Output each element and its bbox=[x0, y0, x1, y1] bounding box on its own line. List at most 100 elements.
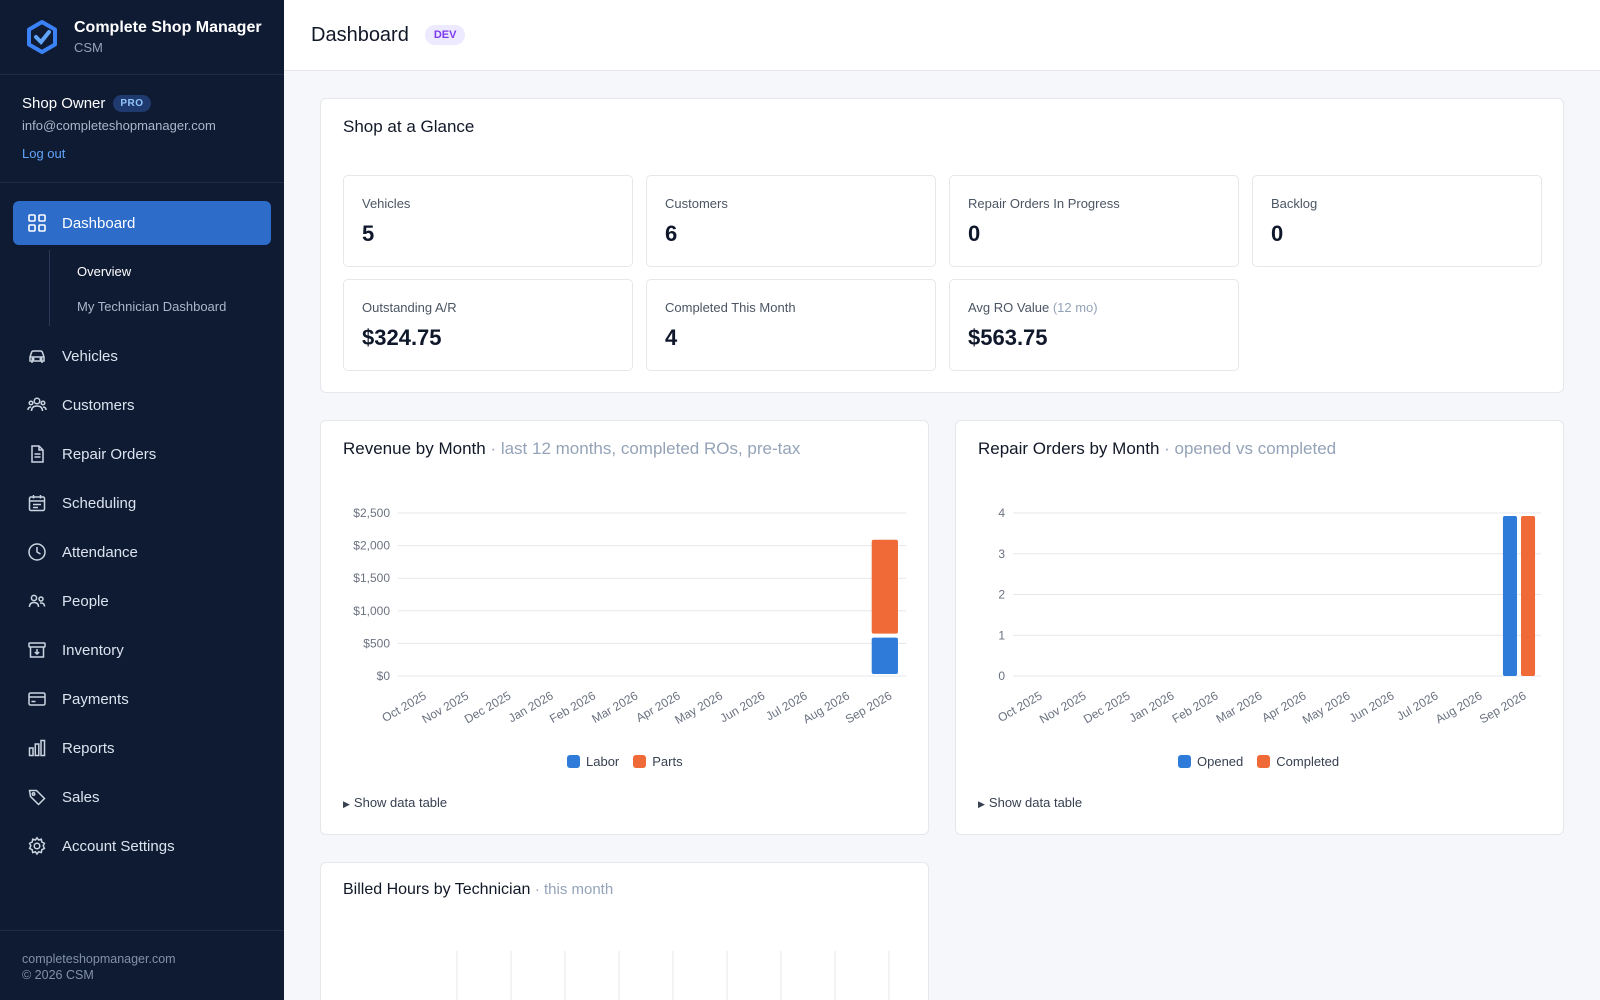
nav-label: Vehicles bbox=[62, 347, 118, 365]
bar-labor[interactable] bbox=[871, 637, 898, 674]
y-tick-label: $500 bbox=[363, 636, 390, 650]
show-data-table-toggle[interactable]: ▶ Show data table bbox=[343, 795, 447, 810]
legend-item-completed[interactable]: Completed bbox=[1257, 754, 1339, 769]
nav-item-inventory[interactable]: Inventory bbox=[13, 628, 271, 672]
y-tick-label: $1,500 bbox=[353, 571, 390, 585]
y-tick-label: 1 bbox=[998, 628, 1005, 642]
x-tick-label: Jul 2026 bbox=[1394, 688, 1441, 723]
stat-card-completed-this-month[interactable]: Completed This Month 4 bbox=[646, 279, 936, 371]
stat-card-vehicles[interactable]: Vehicles 5 bbox=[343, 175, 633, 267]
repair-orders-legend: Opened Completed bbox=[1178, 754, 1353, 769]
logout-link[interactable]: Log out bbox=[22, 146, 66, 161]
stat-card-backlog[interactable]: Backlog 0 bbox=[1252, 175, 1542, 267]
x-tick-label: Apr 2026 bbox=[1259, 688, 1308, 725]
card-subtitle: · opened vs completed bbox=[1164, 439, 1337, 458]
document-icon bbox=[31, 445, 44, 463]
stat-card-customers[interactable]: Customers 6 bbox=[646, 175, 936, 267]
nav-item-reports[interactable]: Reports bbox=[13, 726, 271, 770]
x-tick-label: Sep 2026 bbox=[1477, 688, 1529, 726]
legend-label: Parts bbox=[652, 754, 683, 769]
stat-label: Vehicles bbox=[362, 196, 411, 211]
caret-right-icon: ▶ bbox=[343, 799, 350, 809]
nav-item-attendance[interactable]: Attendance bbox=[13, 530, 271, 574]
nav-label: Dashboard bbox=[62, 214, 136, 232]
grid-icon bbox=[28, 214, 46, 232]
x-tick-label: Dec 2025 bbox=[462, 688, 514, 726]
legend-item-opened[interactable]: Opened bbox=[1178, 754, 1243, 769]
x-tick-label: Oct 2025 bbox=[995, 688, 1044, 725]
nav-label: Attendance bbox=[62, 543, 138, 561]
x-tick-label: May 2026 bbox=[1300, 688, 1353, 727]
legend-item-parts[interactable]: Parts bbox=[633, 754, 683, 769]
brand[interactable]: Complete Shop Manager CSM bbox=[0, 0, 284, 75]
nav-item-vehicles[interactable]: Vehicles bbox=[13, 334, 271, 378]
stat-label: Repair Orders In Progress bbox=[968, 196, 1120, 211]
stat-value: $324.75 bbox=[362, 325, 442, 350]
legend-label: Opened bbox=[1197, 754, 1244, 769]
env-badge: DEV bbox=[424, 25, 466, 45]
stat-value: 6 bbox=[665, 221, 678, 246]
x-tick-label: Sep 2026 bbox=[843, 688, 895, 726]
gear-icon bbox=[28, 836, 46, 856]
nav-item-account-settings[interactable]: Account Settings bbox=[13, 824, 271, 868]
x-tick-label: Jun 2026 bbox=[1347, 688, 1397, 725]
x-tick-label: Aug 2026 bbox=[1433, 688, 1485, 726]
calendar-icon bbox=[28, 495, 46, 512]
stat-card-avg-ro-value[interactable]: Avg RO Value (12 mo) $563.75 bbox=[949, 279, 1239, 371]
stat-label-suffix: (12 mo) bbox=[1052, 300, 1098, 315]
caret-right-icon: ▶ bbox=[978, 799, 985, 809]
legend-label: Completed bbox=[1276, 754, 1340, 769]
stat-card-ro-in-progress[interactable]: Repair Orders In Progress 0 bbox=[949, 175, 1239, 267]
sidebar-footer: completeshopmanager.com © 2026 CSM bbox=[0, 930, 284, 1000]
y-tick-label: $2,500 bbox=[353, 506, 390, 520]
nav-item-sales[interactable]: Sales bbox=[13, 775, 271, 819]
repair-orders-by-month-card: Repair Orders by Month · opened vs compl… bbox=[955, 420, 1564, 835]
billed-hours-card: Billed Hours by Technician · this month bbox=[320, 862, 929, 1000]
car-icon bbox=[29, 350, 45, 363]
subnav-item-technician-dashboard[interactable]: My Technician Dashboard bbox=[77, 299, 227, 314]
nav-item-people[interactable]: People bbox=[13, 579, 271, 623]
bar-opened[interactable] bbox=[1502, 516, 1518, 676]
x-tick-label: Aug 2026 bbox=[800, 688, 852, 726]
x-tick-label: Nov 2025 bbox=[1037, 688, 1089, 726]
nav-label: Account Settings bbox=[62, 837, 175, 855]
stat-label: Backlog bbox=[1271, 196, 1318, 211]
y-tick-label: 0 bbox=[998, 669, 1005, 683]
nav-item-customers[interactable]: Customers bbox=[13, 383, 271, 427]
y-tick-label: 4 bbox=[998, 506, 1005, 520]
user-email: info@completeshopmanager.com bbox=[22, 118, 216, 133]
main-nav: Dashboard Overview My Technician Dashboa… bbox=[0, 183, 284, 868]
x-tick-label: Dec 2025 bbox=[1081, 688, 1133, 726]
card-subtitle: · this month bbox=[534, 881, 614, 898]
legend-item-labor[interactable]: Labor bbox=[567, 754, 619, 769]
bar-completed[interactable] bbox=[1520, 516, 1536, 676]
bar-parts[interactable] bbox=[871, 539, 898, 634]
subnav-item-overview[interactable]: Overview bbox=[77, 264, 132, 279]
stat-value: 4 bbox=[665, 325, 678, 350]
sidebar: Complete Shop Manager CSM Shop Owner PRO… bbox=[0, 0, 284, 1000]
x-tick-label: Feb 2026 bbox=[547, 688, 598, 726]
card-title: Revenue by Month · last 12 months, compl… bbox=[343, 439, 800, 459]
footer-site: completeshopmanager.com bbox=[22, 952, 176, 966]
y-tick-label: $2,000 bbox=[353, 539, 390, 553]
plan-badge: PRO bbox=[113, 95, 151, 112]
x-tick-label: Jan 2026 bbox=[1127, 688, 1177, 725]
show-data-table-toggle[interactable]: ▶ Show data table bbox=[978, 795, 1082, 810]
x-tick-label: Mar 2026 bbox=[1214, 688, 1265, 726]
stat-value: 5 bbox=[362, 221, 375, 246]
card-title: Shop at a Glance bbox=[343, 117, 475, 136]
nav-label: People bbox=[62, 592, 109, 610]
legend-swatch bbox=[1178, 755, 1191, 768]
stat-label: Completed This Month bbox=[665, 300, 796, 315]
nav-item-dashboard[interactable]: Dashboard bbox=[13, 201, 271, 245]
logo-icon bbox=[27, 20, 57, 54]
nav-item-repair-orders[interactable]: Repair Orders bbox=[13, 432, 271, 476]
nav-label: Inventory bbox=[62, 641, 124, 659]
nav-item-payments[interactable]: Payments bbox=[13, 677, 271, 721]
page-title: Dashboard bbox=[311, 23, 409, 46]
card-title-text: Revenue by Month bbox=[343, 439, 486, 458]
stat-value: 0 bbox=[968, 221, 981, 246]
stat-card-outstanding-ar[interactable]: Outstanding A/R $324.75 bbox=[343, 279, 633, 371]
nav-item-scheduling[interactable]: Scheduling bbox=[13, 481, 271, 525]
